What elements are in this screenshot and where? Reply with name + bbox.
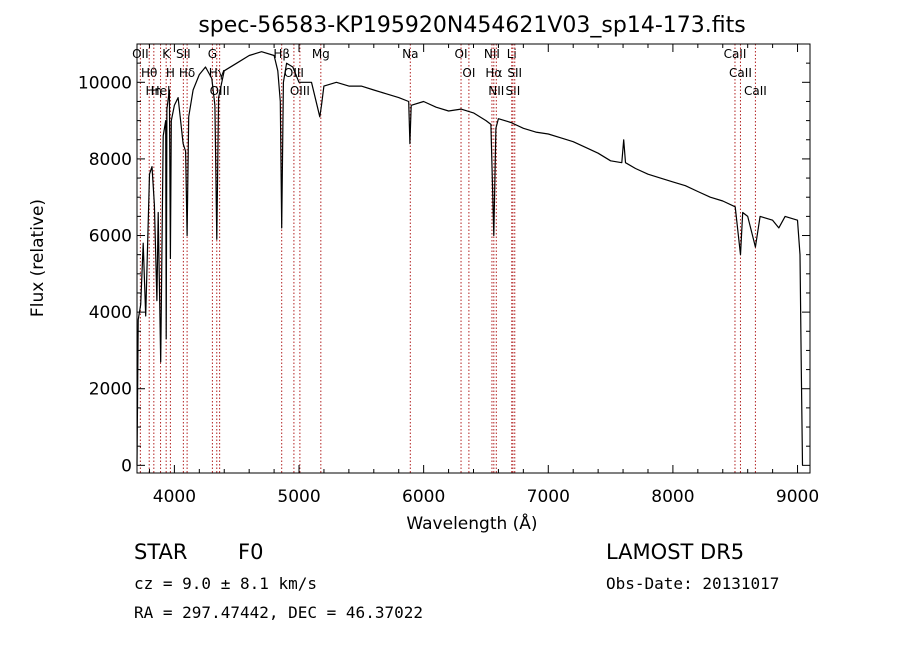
line-marker-label: Mg <box>312 47 330 61</box>
line-marker-label: K <box>162 47 171 61</box>
y-axis-ticks: 0 2000 4000 6000 8000 10000 <box>78 62 810 476</box>
line-marker-label: OI <box>455 47 468 61</box>
line-marker-label: OII <box>132 47 149 61</box>
x-tick-label: 5000 <box>277 487 320 507</box>
line-marker-label: SII <box>507 66 522 80</box>
line-marker-label: Hδ <box>179 66 195 80</box>
y-tick-label: 6000 <box>89 227 132 247</box>
line-marker-label: Li <box>507 47 517 61</box>
survey-name: LAMOST DR5 <box>606 540 745 564</box>
x-tick-label: 9000 <box>776 487 819 507</box>
line-marker-label: OI <box>462 66 475 80</box>
coordinates-readout: RA = 297.47442, DEC = 46.37022 <box>134 603 423 622</box>
object-class: STAR <box>134 540 188 564</box>
line-marker-label: Hα <box>485 66 502 80</box>
x-tick-label: 6000 <box>402 487 445 507</box>
x-tick-label: 7000 <box>527 487 570 507</box>
line-marker-label: SII <box>176 47 191 61</box>
y-axis-label: Flux (relative) <box>28 199 48 317</box>
line-marker-label: G <box>208 47 217 61</box>
line-marker-label: CaII <box>724 47 747 61</box>
object-subclass: F0 <box>238 540 264 564</box>
line-marker-label: Hβ <box>273 47 290 61</box>
x-tick-label: 4000 <box>153 487 196 507</box>
observation-date: Obs-Date: 20131017 <box>606 574 780 593</box>
line-marker-label: Na <box>402 47 418 61</box>
y-tick-label: 4000 <box>89 303 132 323</box>
x-axis-ticks: 4000 5000 6000 7000 8000 9000 <box>148 44 819 507</box>
y-tick-label: 0 <box>121 456 132 476</box>
line-marker-label: CaII <box>744 84 767 98</box>
chart-title: spec-56583-KP195920N454621V03_sp14-173.f… <box>198 13 745 38</box>
redshift-readout: cz = 9.0 ± 8.1 km/s <box>134 574 318 593</box>
x-axis-label: Wavelength (Å) <box>406 512 537 534</box>
line-marker-label: SII <box>506 84 521 98</box>
y-tick-label: 2000 <box>89 380 132 400</box>
line-marker-label: CaII <box>729 66 752 80</box>
spectrum-line <box>136 51 804 466</box>
line-marker-label: Hη <box>146 84 163 98</box>
line-marker-label: OIII <box>290 84 310 98</box>
line-marker-label: NII <box>488 84 504 98</box>
line-marker-label: HeI <box>151 84 171 98</box>
line-marker-label: Hγ <box>209 66 225 80</box>
line-marker-label: OIII <box>284 66 304 80</box>
y-tick-label: 8000 <box>89 150 132 170</box>
plot-frame <box>136 43 811 474</box>
x-tick-label: 8000 <box>651 487 694 507</box>
line-marker-label: Hθ <box>141 66 157 80</box>
y-tick-label: 10000 <box>78 73 132 93</box>
line-marker-label: NII <box>484 47 500 61</box>
spectrum-series <box>136 51 804 466</box>
line-marker-label: H <box>166 66 175 80</box>
